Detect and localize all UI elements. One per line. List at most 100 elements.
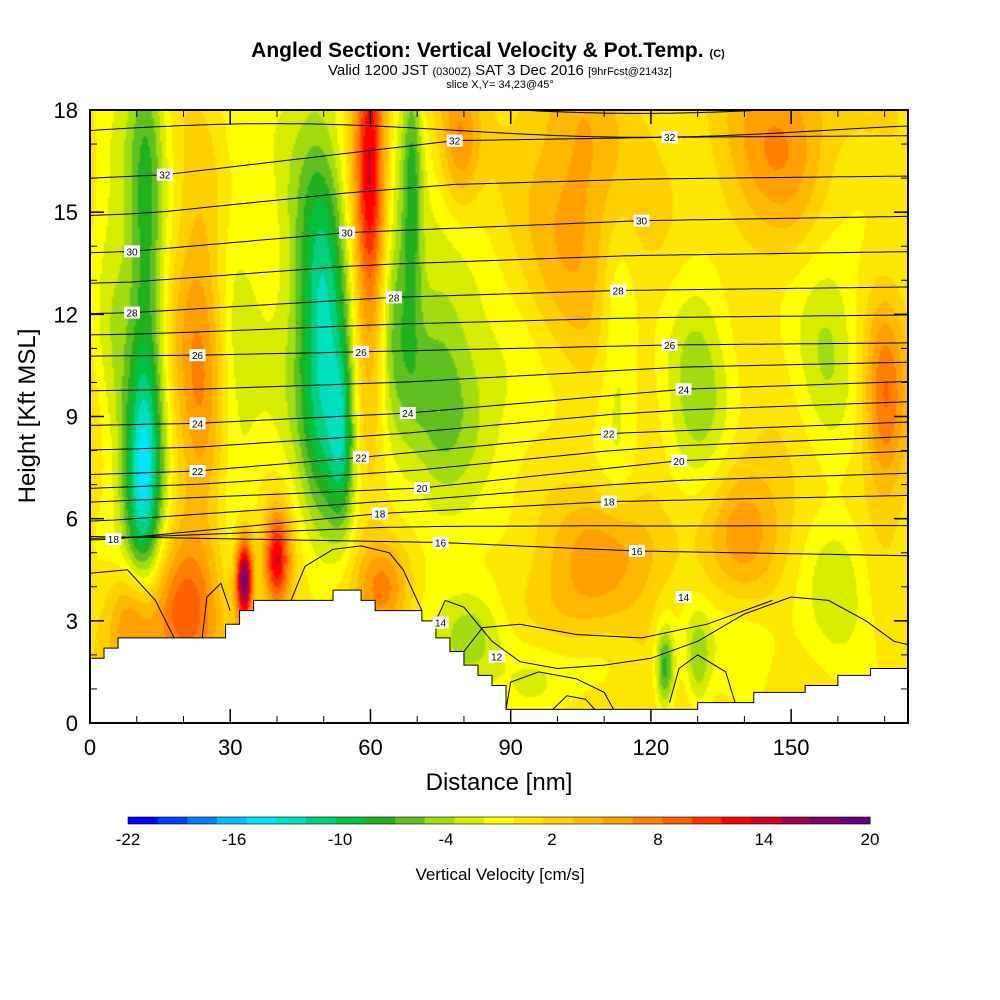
theta-contour-17	[90, 525, 908, 539]
contour-label: 24	[678, 385, 690, 396]
theta-contour-low-2	[290, 545, 423, 611]
colorbar-swatch	[780, 817, 812, 824]
colorbar-swatch	[573, 817, 604, 824]
contour-label: 26	[664, 341, 676, 352]
theta-contour-low-6	[669, 654, 736, 703]
theta-contour-32	[90, 135, 908, 179]
contour-label: 30	[636, 217, 648, 228]
contour-label-bg	[633, 214, 650, 227]
colorbar-swatch	[128, 817, 159, 824]
y-tick-label: 15	[54, 200, 78, 225]
contour-label: 12	[491, 653, 503, 664]
chart-subtitle: Valid 1200 JST (0300Z) SAT 3 Dec 2016 [9…	[328, 62, 672, 79]
contour-label: 22	[603, 430, 615, 441]
theta-contour-31	[90, 175, 908, 216]
colorbar-tick-label: 2	[547, 830, 556, 849]
colorbar-swatch	[513, 817, 545, 824]
contour-label: 28	[127, 309, 139, 320]
colorbar-swatch	[424, 817, 455, 824]
y-tick-label: 18	[54, 98, 78, 123]
contour-label: 32	[159, 171, 171, 182]
colorbar-frame	[127, 816, 871, 825]
contour-label: 22	[192, 467, 204, 478]
contour-label-bg	[105, 533, 122, 546]
contour-label-bg	[189, 349, 206, 362]
theta-contour-19	[90, 472, 908, 522]
contour-label: 26	[192, 351, 204, 362]
theta-contour-16	[90, 535, 908, 557]
theta-contour-low-4	[505, 671, 614, 710]
colorbar-swatch	[662, 817, 693, 824]
contour-label-bg	[413, 482, 430, 495]
x-tick-label: 120	[633, 735, 670, 760]
y-tick-label: 12	[54, 302, 78, 327]
contour-label: 32	[664, 133, 676, 144]
theta-contour-low-3	[435, 596, 908, 670]
contour-label-bg	[432, 536, 449, 549]
theta-contour-23	[90, 401, 908, 451]
theta-contour-18	[90, 494, 908, 541]
colorbar-swatch	[691, 817, 723, 824]
contour-label-bg	[189, 464, 206, 477]
colorbar-tick-label: -10	[328, 830, 353, 849]
theta-contour-top-1	[90, 123, 908, 138]
x-axis-label: Distance [nm]	[426, 769, 573, 796]
contour-label: 26	[356, 348, 368, 359]
contour-label-bg	[628, 545, 645, 558]
contour-label-bg	[124, 245, 141, 258]
contour-label: 30	[127, 247, 139, 258]
contour-label: 14	[678, 593, 690, 604]
colorbar-swatch	[721, 817, 752, 824]
contour-label: 18	[603, 498, 615, 509]
axis-ticks: 0 30 60 90 120 150 0 3 6 9 12 15 18	[54, 98, 908, 760]
colorbar-swatch	[810, 817, 841, 824]
theta-contour-21	[90, 436, 908, 489]
theta-contour-22	[90, 421, 908, 476]
contour-label-bg	[610, 284, 627, 297]
x-tick-label: 90	[498, 735, 522, 760]
y-tick-label: 6	[66, 507, 78, 532]
x-tick-label: 0	[84, 735, 96, 760]
contour-label-bg	[600, 427, 617, 440]
colorbar-swatch	[276, 817, 307, 824]
contour-label-bg	[670, 454, 687, 467]
contour-label: 28	[388, 293, 400, 304]
colorbar-swatch	[306, 817, 337, 824]
contour-label-bg	[371, 507, 388, 520]
contour-label-bg	[353, 451, 370, 464]
theta-contour-24	[90, 381, 908, 426]
contour-label: 20	[416, 484, 428, 495]
contour-label-bg	[353, 345, 370, 358]
colorbar-swatch	[484, 817, 515, 824]
contour-label-bg	[446, 134, 463, 147]
colorbar-tick-labels: -22 -16 -10 -4 2 8 14 20	[116, 830, 880, 849]
contour-label: 20	[673, 457, 685, 468]
theta-contour-26	[90, 342, 908, 357]
y-axis-label: Height [Kft MSL]	[14, 329, 41, 504]
slice-label: slice X,Y= 34,23@45°	[446, 79, 554, 91]
theta-contour-low-1	[201, 582, 231, 638]
colorbar-swatch	[632, 817, 663, 824]
contour-label-bg	[189, 417, 206, 430]
contour-label: 14	[435, 619, 447, 630]
terrain	[89, 589, 909, 724]
y-tick-label: 0	[66, 711, 78, 736]
contour-label-bg	[432, 616, 449, 629]
colorbar-swatch	[543, 817, 574, 824]
theta-contour-low-5	[552, 695, 596, 710]
colorbar-swatch	[217, 817, 248, 824]
y-tick-label: 3	[66, 609, 78, 634]
contour-label: 18	[108, 535, 120, 546]
contour-label-bg	[156, 168, 173, 181]
colorbar-swatch	[840, 817, 871, 824]
contour-label: 18	[374, 510, 386, 521]
contour-label: 28	[613, 286, 625, 297]
theta-contour-28	[90, 286, 908, 315]
theta-contour-30	[90, 215, 908, 254]
theta-contour-low-7	[463, 599, 773, 652]
contour-label-bg	[661, 131, 678, 144]
colorbar-swatch	[246, 817, 277, 824]
theta-contour-20	[90, 450, 908, 503]
y-tick-label: 9	[66, 405, 78, 430]
